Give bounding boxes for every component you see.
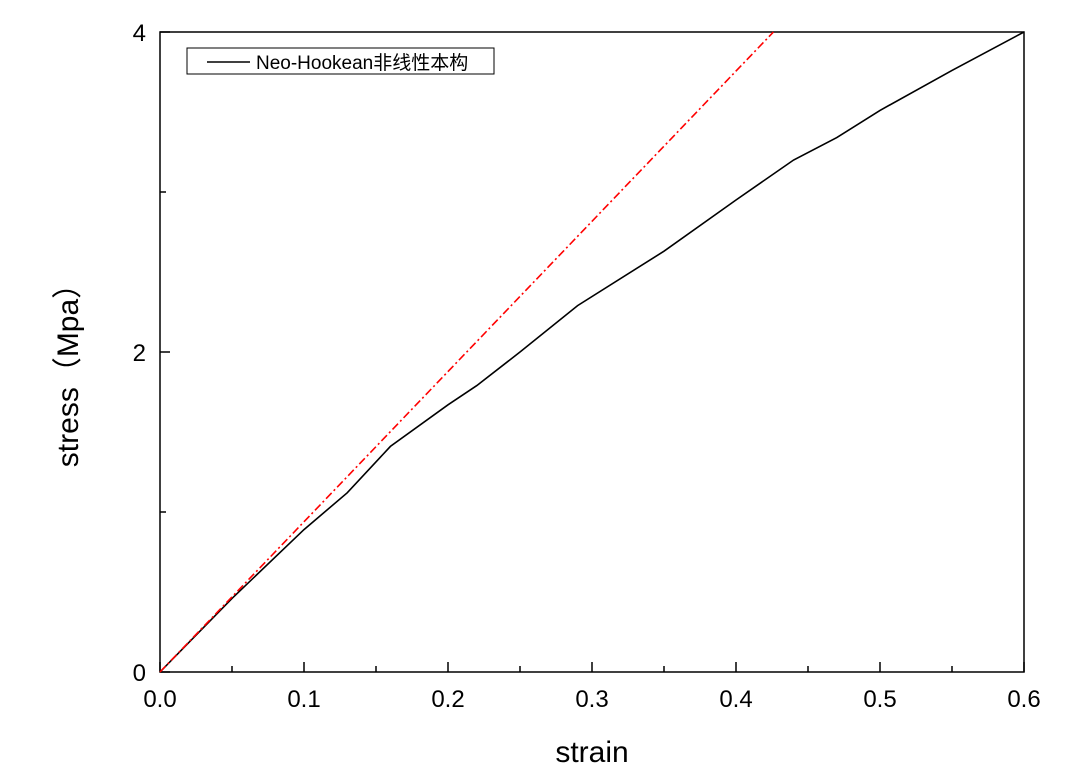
y-axis-title: stress（Mpa） <box>52 269 85 467</box>
legend: Neo-Hookean非线性本构 <box>186 47 495 75</box>
legend-box <box>186 47 495 75</box>
linear-reference-line <box>159 31 775 673</box>
y-tick-label: 0 <box>133 660 146 687</box>
x-tick-label: 0.0 <box>143 686 176 713</box>
x-tick-label: 0.3 <box>575 686 608 713</box>
x-axis-title: strain <box>555 736 628 769</box>
x-tick-label: 0.1 <box>287 686 320 713</box>
x-tick-label: 0.2 <box>431 686 464 713</box>
legend-label: Neo-Hookean非线性本构 <box>256 52 468 74</box>
x-tick-label: 0.4 <box>719 686 752 713</box>
y-tick-label: 2 <box>133 340 146 367</box>
y-tick-label: 4 <box>133 20 146 47</box>
plot-frame <box>159 31 1025 673</box>
x-tick-label: 0.5 <box>863 686 896 713</box>
x-tick-label: 0.6 <box>1007 686 1040 713</box>
neo-hookean-curve <box>159 31 1025 673</box>
